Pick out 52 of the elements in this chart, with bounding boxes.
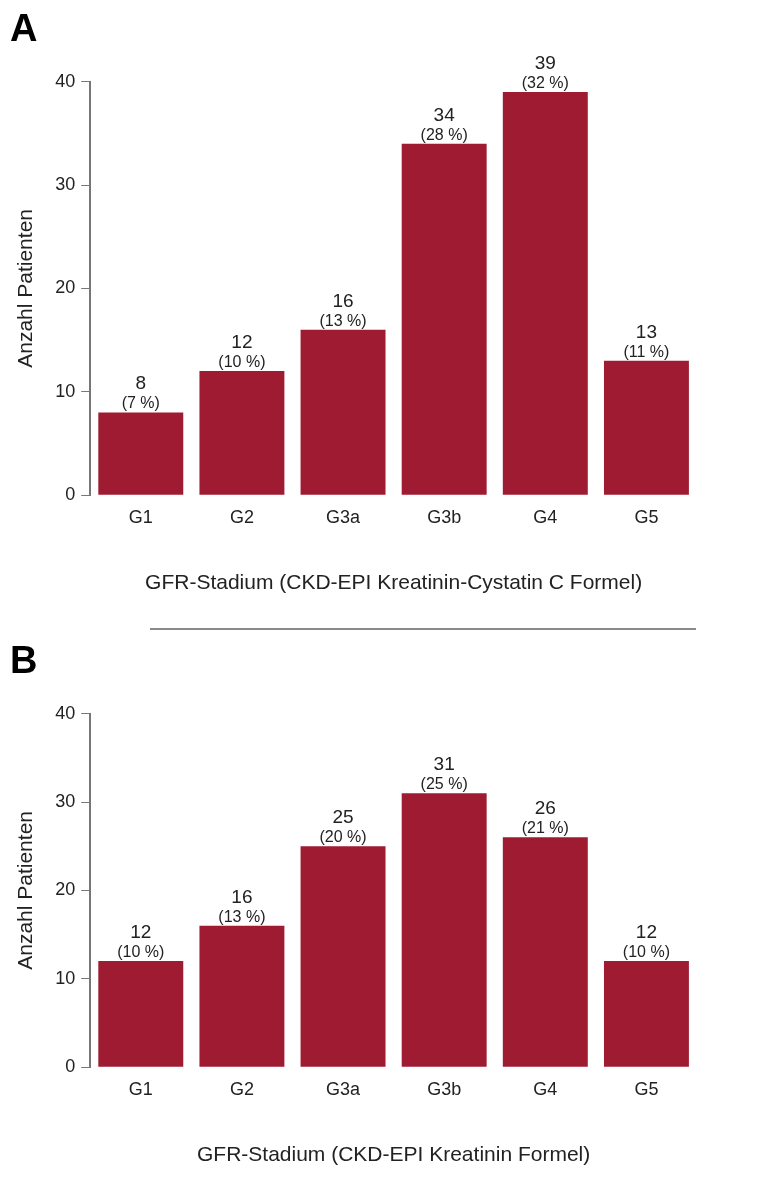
y-axis-title: Anzahl Patienten xyxy=(13,209,37,368)
x-tick-label: G5 xyxy=(634,1078,659,1099)
bar xyxy=(401,143,487,495)
y-tick-label: 10 xyxy=(55,967,76,988)
data-label: 34 (28 %) xyxy=(420,103,468,143)
data-label: 26 (21 %) xyxy=(521,797,569,837)
data-label: 25 (20 %) xyxy=(319,806,367,846)
data-label: 12 (10 %) xyxy=(218,331,266,371)
chart-title: B xyxy=(10,639,38,682)
data-label: 31 (25 %) xyxy=(420,753,468,793)
y-tick-label: 30 xyxy=(55,790,76,811)
data-label: 16 (13 %) xyxy=(218,885,266,925)
y-tick-label: 0 xyxy=(65,484,76,505)
y-tick-label: 10 xyxy=(55,380,76,401)
y-axis-title: Anzahl Patienten xyxy=(13,811,37,970)
x-tick-label: G3a xyxy=(326,1078,362,1099)
x-tick-label: G4 xyxy=(533,1078,558,1099)
bar xyxy=(199,371,285,495)
bar xyxy=(300,329,386,495)
x-tick-label: G3a xyxy=(326,506,362,527)
data-label: 39 (32 %) xyxy=(521,51,569,91)
x-axis-title: GFR-Stadium (CKD-EPI Kreatinin Formel) xyxy=(196,1142,591,1166)
x-axis-title: GFR-Stadium (CKD-EPI Kreatinin-Cystatin C Formel) xyxy=(145,570,643,594)
data-label: 12 (10 %) xyxy=(117,921,165,961)
y-tick-label: 20 xyxy=(55,879,76,900)
x-tick-label: G5 xyxy=(634,506,659,527)
bar xyxy=(502,837,588,1067)
data-label: 8 (7 %) xyxy=(121,372,160,412)
bar xyxy=(199,925,285,1067)
y-tick-label: 0 xyxy=(65,1056,76,1077)
bar xyxy=(300,846,386,1067)
x-tick-label: G4 xyxy=(533,506,558,527)
x-tick-label: G1 xyxy=(128,506,153,527)
bar xyxy=(502,91,588,495)
bar xyxy=(98,412,184,495)
y-tick-label: 40 xyxy=(55,70,76,91)
data-label: 12 (10 %) xyxy=(622,921,670,961)
bar xyxy=(401,793,487,1067)
data-label: 16 (13 %) xyxy=(319,289,367,329)
chart-title: A xyxy=(10,7,38,50)
bar xyxy=(98,961,184,1067)
x-tick-label: G3b xyxy=(427,1078,462,1099)
x-tick-label: G3b xyxy=(427,506,462,527)
x-tick-label: G2 xyxy=(229,1078,254,1099)
y-tick-label: 40 xyxy=(55,702,76,723)
y-tick-label: 20 xyxy=(55,277,76,298)
bar xyxy=(603,961,689,1067)
x-tick-label: G1 xyxy=(128,1078,153,1099)
y-tick-label: 30 xyxy=(55,173,76,194)
x-tick-label: G2 xyxy=(229,506,254,527)
bar xyxy=(603,360,689,495)
data-label: 13 (11 %) xyxy=(623,320,670,360)
